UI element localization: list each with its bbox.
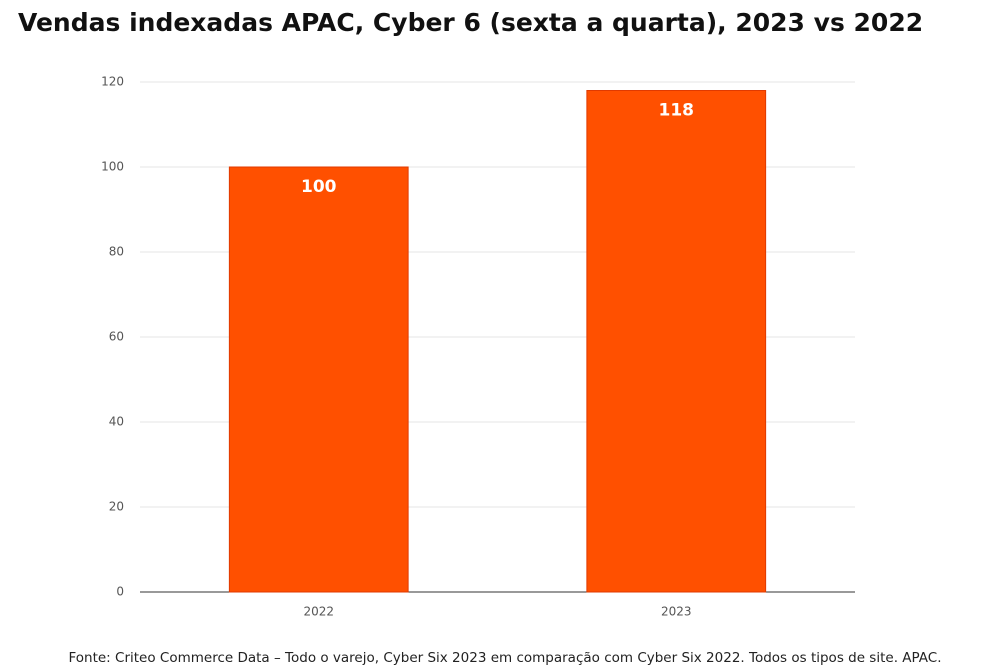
y-tick-label: 0 <box>116 585 124 599</box>
data-label: 100 <box>301 177 337 197</box>
source-note: Fonte: Criteo Commerce Data – Todo o var… <box>68 650 941 666</box>
chart-title: Vendas indexadas APAC, Cyber 6 (sexta a … <box>18 8 923 37</box>
y-tick-label: 100 <box>101 160 124 174</box>
y-tick-label: 60 <box>109 330 124 344</box>
y-tick-label: 40 <box>109 415 124 429</box>
bar <box>228 166 409 593</box>
bar <box>586 90 767 593</box>
y-tick-label: 80 <box>109 245 124 259</box>
x-tick-label: 2022 <box>303 605 334 619</box>
x-tick-label: 2023 <box>661 605 692 619</box>
data-label: 118 <box>659 101 695 121</box>
y-tick-label: 20 <box>109 500 124 514</box>
y-tick-label: 120 <box>101 75 124 89</box>
